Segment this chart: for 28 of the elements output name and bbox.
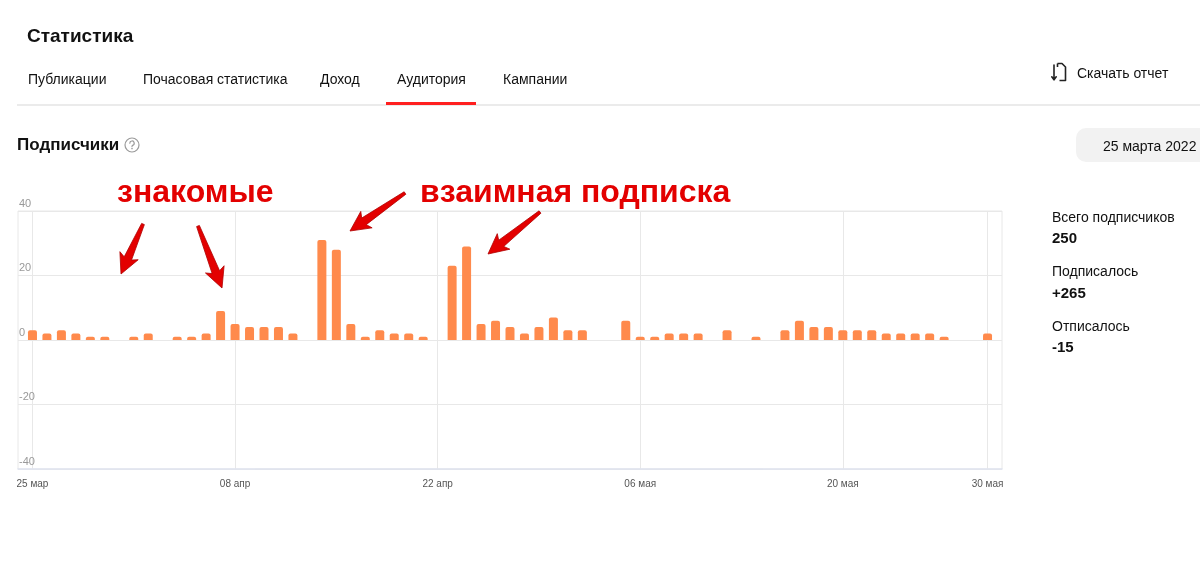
text: Доход xyxy=(320,71,360,88)
y-tick-label: 0 xyxy=(19,325,26,338)
text: Подписалось xyxy=(1052,263,1139,280)
y-tick-label: 20 xyxy=(19,261,32,273)
text: Публикации xyxy=(28,71,107,88)
text: знакомые xyxy=(117,172,274,211)
chart-title: Подписчики xyxy=(17,135,120,156)
x-tick-label: 20 мая xyxy=(826,477,859,489)
text: взаимная подписка xyxy=(420,172,731,211)
text: 25 марта 2022 xyxy=(1103,138,1197,155)
text: Скачать отчет xyxy=(1077,65,1169,82)
text: Аудитория xyxy=(397,71,466,88)
text: Почасовая статистика xyxy=(143,71,288,88)
x-tick-label: 25 мар xyxy=(16,477,49,489)
text: -15 xyxy=(1052,338,1074,356)
x-tick-label: 08 апр xyxy=(219,477,251,489)
y-tick-label: -40 xyxy=(19,454,35,467)
x-tick-label: 22 апр xyxy=(422,477,454,489)
y-tick-label: 40 xyxy=(19,196,32,209)
x-tick-label: 30 мая xyxy=(971,477,1004,489)
text: 250 xyxy=(1052,229,1078,247)
text: Всего подписчиков xyxy=(1052,209,1175,226)
y-tick-label: -20 xyxy=(19,390,35,402)
text: Отписалось xyxy=(1052,318,1130,335)
text: Статистика xyxy=(27,25,134,48)
x-tick-label: 06 мая xyxy=(624,477,657,489)
text: Кампании xyxy=(503,71,568,88)
text: +265 xyxy=(1052,284,1086,302)
